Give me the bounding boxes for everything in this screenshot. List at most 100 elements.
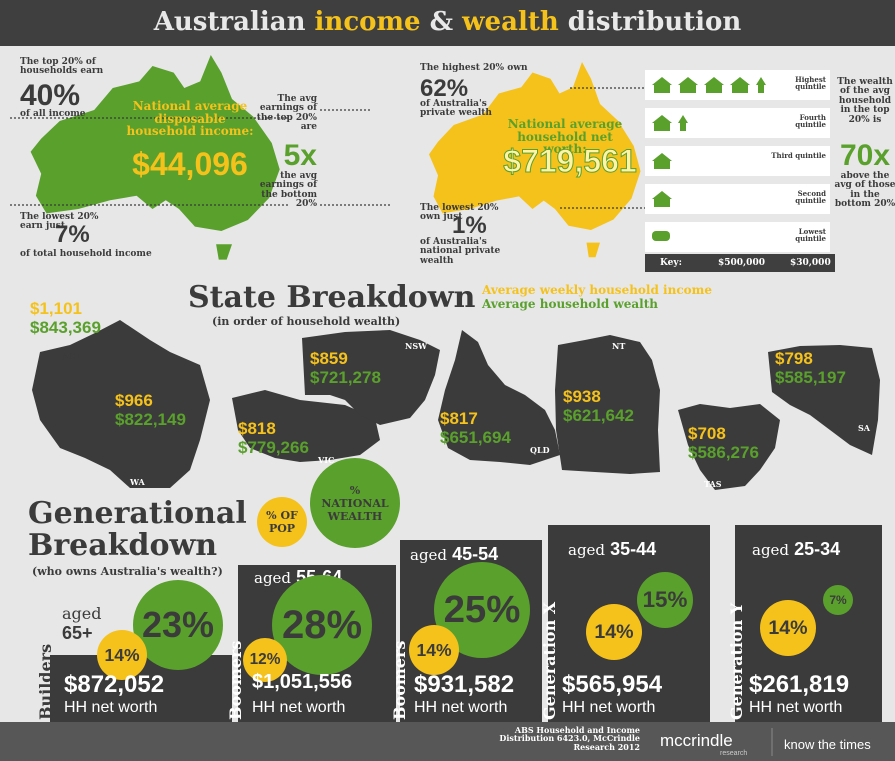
stat: $719,561 xyxy=(503,143,637,179)
net-worth: $565,954 xyxy=(562,671,663,698)
section-title: State Breakdown xyxy=(188,280,476,315)
quintile-label: Highest quintile xyxy=(795,75,826,92)
brand: mccrindle xyxy=(660,731,733,750)
stat: 5x xyxy=(283,139,317,172)
state-name: NSW xyxy=(405,341,428,351)
cohort-name: Generation X xyxy=(540,601,559,720)
wealth-map xyxy=(429,62,641,258)
section-title: Generational xyxy=(28,496,247,531)
net-worth-label: HH net worth xyxy=(252,699,346,716)
section-subtitle: (who owns Australia's wealth?) xyxy=(32,565,223,578)
title-bar xyxy=(0,0,895,46)
wealth-bubble: 28% xyxy=(272,575,372,675)
population-bubble: 14% xyxy=(97,630,147,680)
house-icon xyxy=(652,77,672,93)
state-income: $818 xyxy=(238,419,276,438)
section-subtitle: (in order of household wealth) xyxy=(212,315,401,328)
stat: 7% xyxy=(55,221,90,248)
dotted-lines xyxy=(10,87,650,209)
quintile-label: Second quintile xyxy=(795,189,826,206)
title-part: & xyxy=(429,7,454,37)
text: of Australia's private wealth xyxy=(420,99,492,119)
quintile-row xyxy=(645,146,830,176)
key-bar xyxy=(645,254,835,272)
net-worth-label: HH net worth xyxy=(64,699,158,716)
text: the avg earnings of the bottom 20% xyxy=(259,171,317,210)
key-label: Key: xyxy=(660,258,682,268)
state-name: NT xyxy=(612,341,626,351)
wealth-bubble: 7% xyxy=(823,585,853,615)
wealth-bubble: 23% xyxy=(133,580,223,670)
net-worth: $872,052 xyxy=(64,671,165,698)
brand-sub: research xyxy=(720,750,748,757)
state-name: WA xyxy=(130,477,145,487)
cohort-age: 65+ xyxy=(62,623,93,643)
text: The highest 20% own xyxy=(420,63,528,73)
state-income: $708 xyxy=(688,424,726,443)
population-bubble: 14% xyxy=(760,600,816,656)
house-icon xyxy=(678,77,698,93)
title-part: distribution xyxy=(567,7,742,37)
title-part: wealth xyxy=(462,7,559,37)
text: The avg earnings of the top 20% are xyxy=(256,94,317,133)
cohort-age-row: aged 45-54 xyxy=(410,545,498,564)
cohort-age-prefix: aged xyxy=(568,541,606,559)
australia-shape xyxy=(30,55,280,260)
state-income: $817 xyxy=(440,409,478,428)
australia-shape xyxy=(429,62,641,258)
cohort-age-prefix: aged xyxy=(62,604,102,623)
state-wealth: $585,197 xyxy=(775,368,846,387)
text: The lowest 20% own just xyxy=(420,203,499,223)
text: of total household income xyxy=(20,249,152,259)
stat: 40% xyxy=(20,79,81,112)
cohort-age-prefix: aged xyxy=(752,541,790,559)
tagline: know the times xyxy=(784,737,871,752)
state-name: SA xyxy=(858,423,870,433)
state-shapes xyxy=(32,320,880,490)
cohort-name: Boomers xyxy=(226,640,245,720)
house-icon xyxy=(704,77,724,93)
cohort-age-prefix: aged xyxy=(254,569,292,587)
quintile-label: Fourth quintile xyxy=(795,113,826,130)
cohort-age: 35-44 xyxy=(610,539,657,559)
house-icon xyxy=(756,77,766,93)
state-income: $966 xyxy=(115,391,153,410)
state-wealth: $586,276 xyxy=(688,443,759,462)
quintile-label: Lowest quintile xyxy=(795,227,826,244)
cohort-age-row: aged 35-44 xyxy=(568,540,656,559)
population-bubble: 12% xyxy=(243,638,287,682)
quintile-label: Third quintile xyxy=(771,151,826,160)
cohort-age: 25-34 xyxy=(794,539,841,559)
cohort-name: Builders xyxy=(36,643,55,720)
state-name: VIC xyxy=(318,455,335,465)
footer-bar xyxy=(0,722,895,761)
net-worth-label: HH net worth xyxy=(414,699,508,716)
key-car: $30,000 xyxy=(790,258,831,268)
quintile-row xyxy=(645,222,830,252)
text: above the avg of those in the bottom 20% xyxy=(834,171,895,210)
cohort-name: Generation Y xyxy=(727,602,746,720)
state-wealth: $779,266 xyxy=(238,438,309,457)
state-income: $798 xyxy=(775,349,813,368)
net-worth-label: HH net worth xyxy=(562,699,656,716)
state-wealth: $621,642 xyxy=(563,406,634,425)
income-map xyxy=(30,55,280,260)
state-name: TAS xyxy=(704,479,722,489)
text: The lowest 20% earn just xyxy=(20,212,99,232)
quintile-row xyxy=(645,108,830,138)
state-wealth: $721,278 xyxy=(310,368,381,387)
source: ABS Household and Income Distribution 64… xyxy=(499,725,640,752)
house-icon xyxy=(730,77,750,93)
net-worth: $1,051,556 xyxy=(252,671,353,693)
state-income: $859 xyxy=(310,349,348,368)
cohort-name: Boomers xyxy=(390,640,409,720)
title: Australian income & wealth distribution xyxy=(0,7,895,37)
house-icon xyxy=(652,191,672,207)
stat: 1% xyxy=(452,212,487,239)
state-name: QLD xyxy=(530,445,550,455)
cohort-age-prefix: aged xyxy=(410,546,448,564)
cohort-age: 45-54 xyxy=(452,544,499,564)
state-income: $938 xyxy=(563,387,601,406)
house-icon xyxy=(652,153,672,169)
key-house: $500,000 xyxy=(718,258,765,268)
